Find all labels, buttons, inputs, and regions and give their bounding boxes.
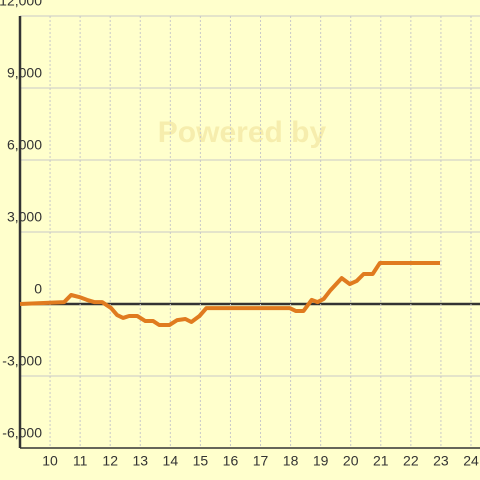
x-tick-label: 10 [42,453,58,469]
y-tick-label: 3,000 [7,209,42,225]
x-tick-label: 19 [313,453,329,469]
x-tick-label: 20 [343,453,359,469]
x-tick-label: 17 [253,453,269,469]
y-tick-label: 6,000 [7,137,42,153]
x-tick-label: 16 [223,453,239,469]
y-tick-label: -3,000 [2,353,42,369]
x-tick-label: 11 [73,453,88,469]
x-tick-label: 22 [403,453,419,469]
x-tick-label: 18 [283,453,299,469]
y-tick-label: 9,000 [7,65,42,81]
x-tick-label: 15 [193,453,209,469]
x-tick-label: 24 [463,453,479,469]
watermark: Powered by [158,116,327,149]
x-tick-label: 23 [433,453,449,469]
x-tick-label: 13 [132,453,148,469]
x-tick-label: 21 [373,453,389,469]
y-tick-label: 0 [34,281,42,297]
y-tick-label: 12,000 [0,0,42,9]
y-tick-label: -6,000 [2,425,42,441]
data-line [19,260,441,327]
x-tick-label: 12 [102,453,118,469]
x-tick-label: 14 [163,453,179,469]
